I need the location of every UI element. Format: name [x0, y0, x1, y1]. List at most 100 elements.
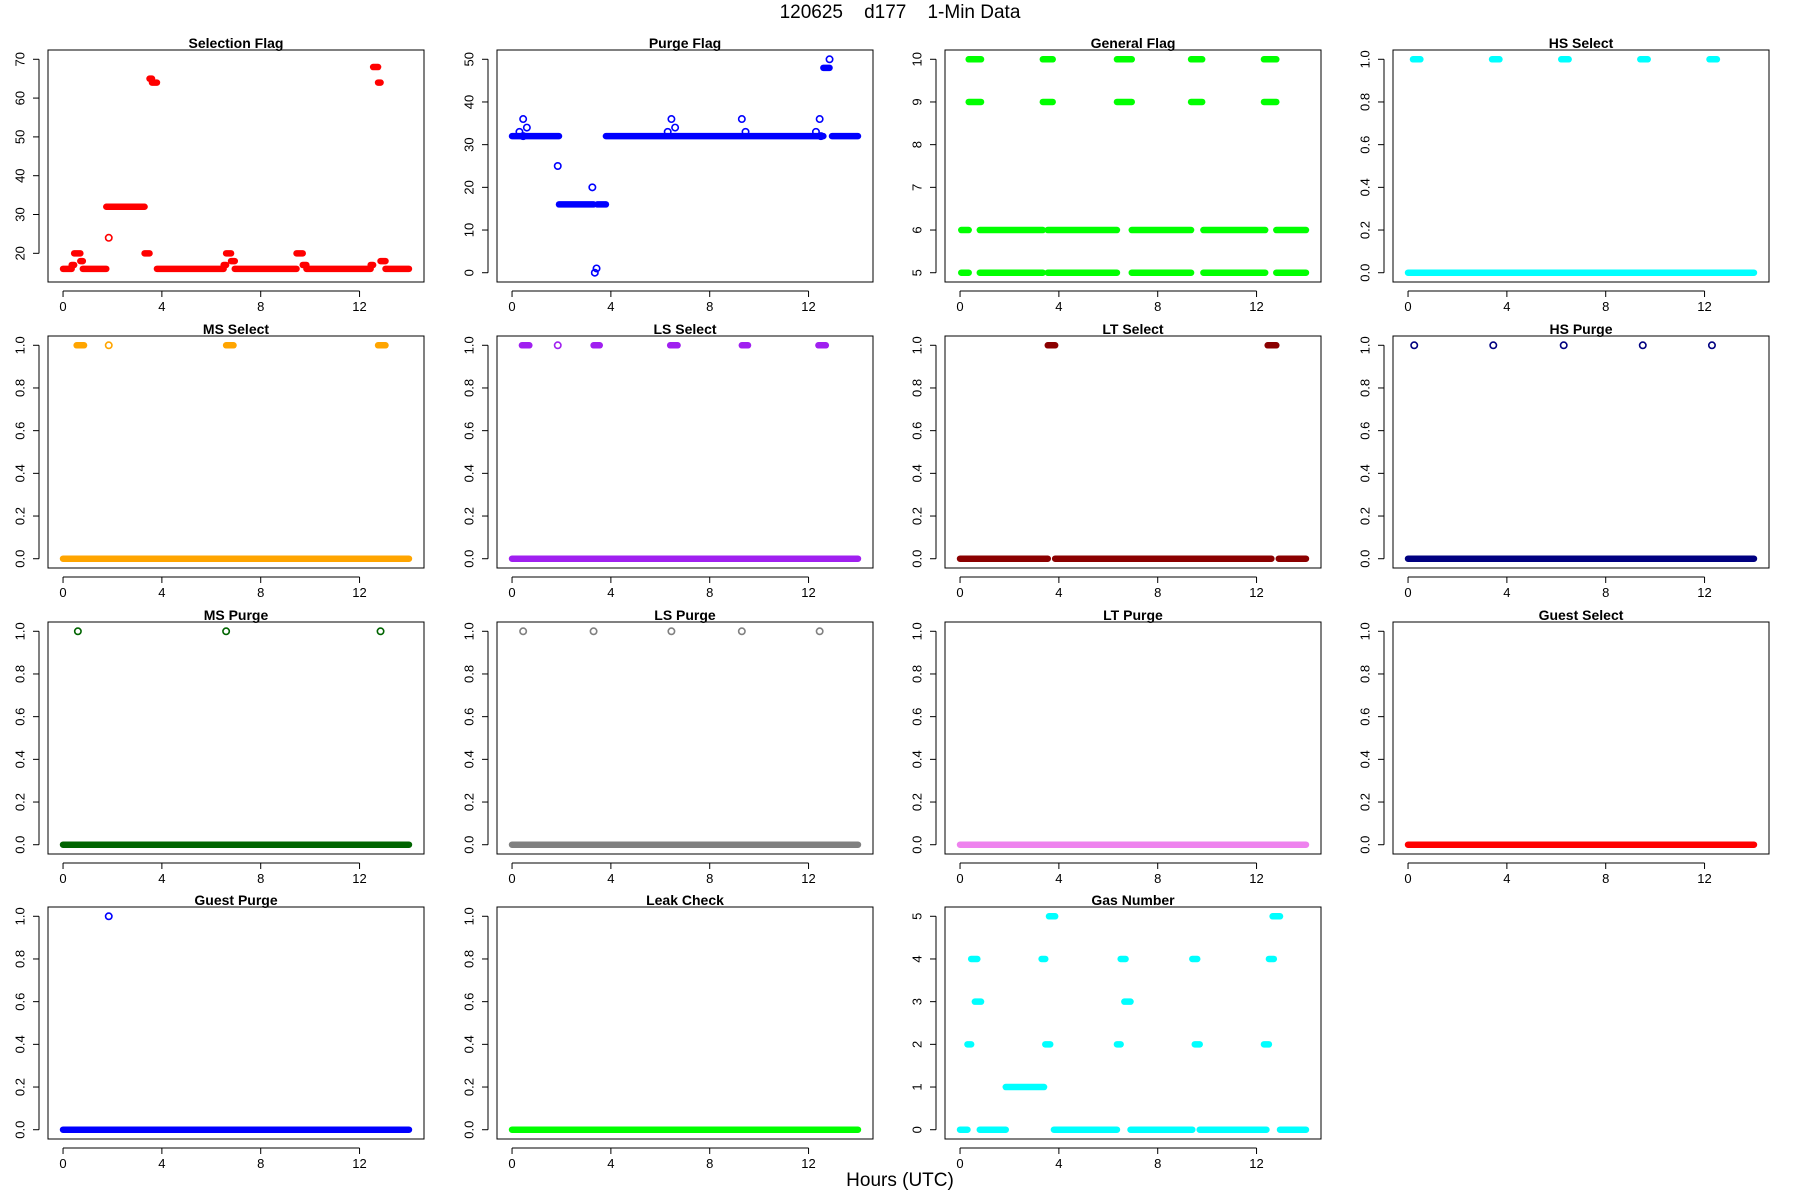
x-tick-label: 0 — [1404, 299, 1411, 314]
plot-frame — [496, 621, 874, 855]
plot-frame — [944, 621, 1322, 855]
x-tick-label: 8 — [1602, 871, 1609, 886]
plot-frame — [944, 906, 1322, 1140]
y-tick-label: 4 — [910, 955, 925, 962]
x-tick-label: 0 — [1404, 871, 1411, 886]
y-tick-label: 0 — [462, 269, 477, 276]
y-tick-label: 1.0 — [1358, 622, 1373, 640]
x-tick-label: 12 — [1697, 299, 1711, 314]
x-tick-label: 4 — [158, 1156, 165, 1171]
x-tick-label: 0 — [59, 299, 66, 314]
x-tick-label: 8 — [1154, 299, 1161, 314]
y-tick-label: 0.8 — [910, 379, 925, 397]
y-tick-label: 0.4 — [13, 1035, 28, 1053]
y-tick-label: 0.0 — [462, 1121, 477, 1139]
data-point — [737, 627, 746, 636]
x-tick-label: 8 — [1602, 299, 1609, 314]
y-tick-label: 9 — [910, 98, 925, 105]
data-point — [553, 162, 562, 171]
x-tick-label: 4 — [607, 299, 614, 314]
x-tick-label: 4 — [1055, 585, 1062, 600]
panel-title: Selection Flag — [189, 35, 284, 51]
y-tick-label: 2 — [910, 1041, 925, 1048]
y-tick-label: 0.8 — [13, 665, 28, 683]
panel-13: Guest Purge 0 4 8 12 0.0 0.2 0.4 0.6 0.8 1.0 — [13, 892, 425, 1171]
y-tick-label: 40 — [462, 95, 477, 109]
y-tick-label: 0.0 — [1358, 836, 1373, 854]
data-point — [741, 127, 750, 136]
x-tick-label: 12 — [801, 585, 815, 600]
data-point — [1559, 341, 1568, 350]
data-point — [1638, 341, 1647, 350]
data-point — [553, 341, 562, 350]
figure-title: 120625 d177 1-Min Data — [779, 2, 1021, 23]
plot-frame — [1392, 49, 1770, 283]
y-tick-label: 0.4 — [1358, 750, 1373, 768]
data-point — [376, 627, 385, 636]
panel-11: LT Purge 0 4 8 12 0.0 0.2 0.4 0.6 0.8 1.0 — [910, 607, 1322, 886]
panel-4: HS Select 0 4 8 12 0.0 0.2 0.4 0.6 0.8 1.0 — [1358, 35, 1770, 314]
y-tick-label: 0.4 — [462, 750, 477, 768]
y-tick-label: 0.6 — [910, 708, 925, 726]
y-tick-label: 1.0 — [910, 336, 925, 354]
x-tick-label: 0 — [508, 299, 515, 314]
y-tick-label: 0.6 — [462, 708, 477, 726]
y-tick-label: 0.4 — [1358, 178, 1373, 196]
y-tick-label: 0.4 — [462, 464, 477, 482]
y-tick-label: 1.0 — [462, 907, 477, 925]
y-tick-label: 8 — [910, 141, 925, 148]
panel-title: Purge Flag — [649, 35, 721, 51]
x-tick-label: 12 — [352, 1156, 366, 1171]
y-tick-label: 0.4 — [462, 1035, 477, 1053]
y-tick-label: 0.8 — [13, 950, 28, 968]
x-tick-label: 12 — [1249, 871, 1263, 886]
x-tick-label: 0 — [59, 871, 66, 886]
y-tick-label: 0.0 — [13, 1121, 28, 1139]
y-tick-label: 1.0 — [13, 336, 28, 354]
y-tick-label: 0.6 — [910, 422, 925, 440]
y-tick-label: 0.8 — [910, 665, 925, 683]
y-tick-label: 0.2 — [1358, 793, 1373, 811]
y-tick-label: 1 — [910, 1083, 925, 1090]
x-tick-label: 4 — [158, 585, 165, 600]
y-tick-label: 0.2 — [13, 1078, 28, 1096]
panel-title: LT Select — [1102, 321, 1164, 337]
y-tick-label: 0.4 — [13, 464, 28, 482]
y-tick-label: 0.8 — [1358, 665, 1373, 683]
x-axis-label: Hours (UTC) — [846, 1170, 954, 1191]
x-tick-label: 0 — [59, 585, 66, 600]
y-tick-label: 7 — [910, 184, 925, 191]
y-tick-label: 40 — [13, 168, 28, 182]
x-tick-label: 12 — [801, 871, 815, 886]
data-point — [519, 627, 528, 636]
y-tick-label: 1.0 — [910, 622, 925, 640]
y-tick-label: 0.6 — [1358, 136, 1373, 154]
panel-12: Guest Select 0 4 8 12 0.0 0.2 0.4 0.6 0.8 1.0 — [1358, 607, 1770, 886]
x-tick-label: 0 — [956, 299, 963, 314]
x-tick-label: 12 — [1249, 1156, 1263, 1171]
y-tick-label: 0.0 — [462, 550, 477, 568]
y-tick-label: 5 — [910, 913, 925, 920]
y-tick-label: 0.8 — [462, 665, 477, 683]
y-tick-label: 1.0 — [1358, 336, 1373, 354]
y-tick-label: 1.0 — [462, 336, 477, 354]
data-point — [667, 115, 676, 124]
y-tick-label: 0.2 — [910, 793, 925, 811]
data-point — [222, 627, 231, 636]
panel-1: Selection Flag 0 4 8 12 20 30 40 50 60 70 — [13, 35, 425, 314]
y-tick-label: 0.8 — [462, 379, 477, 397]
x-tick-label: 12 — [1697, 585, 1711, 600]
y-tick-label: 60 — [13, 91, 28, 105]
y-tick-label: 20 — [462, 180, 477, 194]
x-tick-label: 0 — [1404, 585, 1411, 600]
data-point — [522, 123, 531, 132]
x-tick-label: 12 — [1249, 585, 1263, 600]
data-point — [519, 115, 528, 124]
x-tick-label: 4 — [607, 585, 614, 600]
data-point — [104, 233, 113, 242]
y-tick-label: 0.0 — [462, 836, 477, 854]
panel-title: LS Select — [653, 321, 716, 337]
y-tick-label: 0.6 — [462, 993, 477, 1011]
plot-frame — [944, 335, 1322, 569]
